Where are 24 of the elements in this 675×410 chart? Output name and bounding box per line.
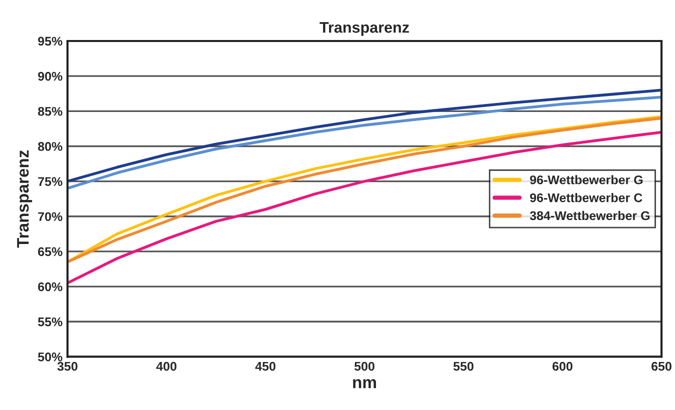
line-series [68, 130, 662, 284]
y-tick-label: 90% [38, 72, 62, 81]
x-tick-label: 600 [552, 362, 572, 371]
y-tick-label: 75% [38, 177, 62, 186]
y-tick-label: 80% [38, 142, 62, 151]
y-tick-label: 85% [38, 106, 62, 116]
legend-label: 384-Wettbewerber G [530, 210, 650, 220]
legend-label: 96-Wettbewerber G [530, 175, 643, 184]
x-tick-label: 500 [354, 362, 374, 371]
x-tick-label: 550 [453, 362, 474, 371]
x-tick-label: 400 [156, 362, 176, 371]
x-axis-title: nm [353, 379, 376, 388]
y-tick-label: 50% [38, 352, 62, 362]
y-axis-title: Transparenz [17, 150, 32, 248]
y-tick-label: 95% [38, 36, 62, 46]
chart-title: Transparenz [320, 22, 409, 36]
y-tick-label: 65% [38, 247, 62, 256]
x-tick-label: 450 [255, 362, 276, 371]
y-tick-label: 55% [38, 317, 62, 326]
legend-label: 96-Wettbewerber C [530, 193, 642, 202]
x-tick-label: 350 [57, 362, 78, 371]
y-tick-label: 60% [38, 282, 62, 292]
x-tick-label: 650 [652, 362, 672, 371]
y-tick-label: 70% [38, 212, 62, 222]
